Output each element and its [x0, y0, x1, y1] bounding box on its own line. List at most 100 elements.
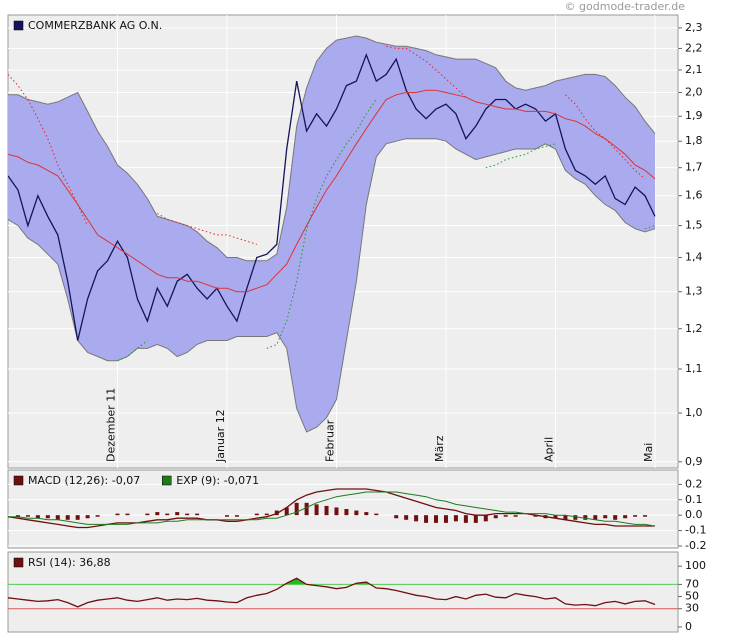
series-line — [8, 488, 655, 529]
y-tick-label: -0.2 — [685, 539, 706, 552]
histogram-bar — [603, 515, 608, 519]
plot-area — [8, 15, 678, 468]
series-line — [8, 45, 646, 245]
histogram-bar — [274, 510, 279, 516]
legend-swatch — [161, 475, 172, 486]
histogram-bar — [55, 515, 60, 520]
histogram-bar — [15, 515, 20, 517]
histogram-bar — [404, 515, 409, 520]
histogram-bar — [493, 515, 498, 519]
legend-swatch — [13, 475, 24, 486]
panel-background — [7, 469, 679, 549]
legend-swatch — [13, 20, 24, 31]
histogram-bar — [463, 515, 468, 523]
series-line — [8, 491, 656, 527]
histogram-bar — [593, 515, 598, 520]
histogram-bar — [264, 513, 269, 516]
histogram-bar — [533, 515, 538, 517]
y-tick-label: 50 — [685, 590, 699, 603]
histogram-bar — [453, 515, 458, 522]
histogram-bar — [175, 512, 180, 516]
histogram-bar — [483, 515, 488, 522]
y-tick-label: 0 — [685, 620, 692, 633]
x-tick-label: Januar 12 — [214, 409, 227, 463]
histogram-bar — [563, 515, 568, 520]
histogram-bar — [443, 515, 448, 523]
histogram-bar — [35, 515, 40, 519]
histogram-bar — [304, 502, 309, 516]
histogram-bar — [473, 515, 478, 523]
histogram-bar — [125, 513, 130, 516]
x-tick-label: Februar — [323, 419, 336, 462]
histogram-bar — [374, 513, 379, 516]
histogram-bar — [573, 515, 578, 520]
x-tick-label: Mai — [642, 443, 655, 462]
series-line — [117, 99, 656, 362]
plot-area — [8, 577, 678, 610]
histogram-bar — [424, 515, 429, 523]
histogram-bar — [254, 513, 259, 516]
histogram-bar — [234, 515, 239, 517]
legend-label: COMMERZBANK AG O.N. — [28, 19, 162, 32]
y-tick-label: 2,1 — [685, 63, 703, 76]
x-tick-label: Dezember 11 — [104, 388, 117, 462]
y-tick-label: 1,6 — [685, 189, 703, 202]
y-tick-label: 0.0 — [685, 508, 703, 521]
histogram-bar — [344, 509, 349, 516]
y-tick-label: 1,5 — [685, 219, 703, 232]
band-lower-edge — [8, 138, 656, 433]
histogram-bar — [185, 513, 190, 516]
histogram-bar — [583, 515, 588, 520]
histogram-bar — [613, 515, 618, 520]
histogram-bar — [45, 515, 50, 519]
histogram-bar — [165, 513, 170, 516]
series-line — [8, 577, 656, 608]
y-tick-label: 1,3 — [685, 285, 703, 298]
y-tick-label: 1,4 — [685, 250, 703, 263]
histogram-bar — [195, 513, 200, 516]
y-tick-label: 0.1 — [685, 493, 703, 506]
series-line — [8, 89, 656, 293]
histogram-bar — [513, 515, 518, 517]
histogram-bar — [294, 502, 299, 516]
histogram-bar — [314, 504, 319, 516]
histogram-bar — [553, 515, 558, 519]
y-tick-label: 2,2 — [685, 41, 703, 54]
legend-label: MACD (12,26): -0,07 — [28, 474, 140, 487]
series-line — [8, 52, 656, 341]
y-tick-label: 2,3 — [685, 21, 703, 34]
plot-area — [8, 483, 678, 547]
panel-background — [7, 551, 679, 633]
histogram-bar — [394, 515, 399, 519]
histogram-bar — [623, 515, 628, 519]
y-tick-label: 0,9 — [685, 455, 703, 468]
histogram-bar — [434, 515, 439, 523]
y-tick-label: 1,1 — [685, 362, 703, 375]
histogram-bar — [85, 515, 90, 519]
histogram-bar — [354, 510, 359, 516]
histogram-bar — [224, 515, 229, 517]
y-tick-label: 1,7 — [685, 161, 703, 174]
histogram-bar — [155, 512, 160, 516]
histogram-bar — [65, 515, 70, 520]
histogram-bar — [414, 515, 419, 522]
y-tick-label: -0.1 — [685, 524, 706, 537]
histogram-bar — [115, 513, 120, 516]
histogram-bar — [25, 515, 30, 517]
y-tick-label: 0.2 — [685, 477, 703, 490]
histogram-bar — [145, 513, 150, 516]
histogram-bar — [284, 507, 289, 516]
histogram-bar — [364, 512, 369, 516]
histogram-bar — [334, 507, 339, 516]
legend-swatch — [13, 557, 24, 568]
histogram-bar — [503, 515, 508, 517]
x-tick-label: April — [542, 437, 555, 462]
y-tick-label: 70 — [685, 577, 699, 590]
legend-label: RSI (14): 36,88 — [28, 556, 111, 569]
histogram-bar — [633, 515, 638, 517]
histogram-bar — [324, 505, 329, 516]
histogram-bar — [643, 515, 648, 517]
y-tick-label: 30 — [685, 602, 699, 615]
band-upper-edge — [8, 35, 656, 262]
